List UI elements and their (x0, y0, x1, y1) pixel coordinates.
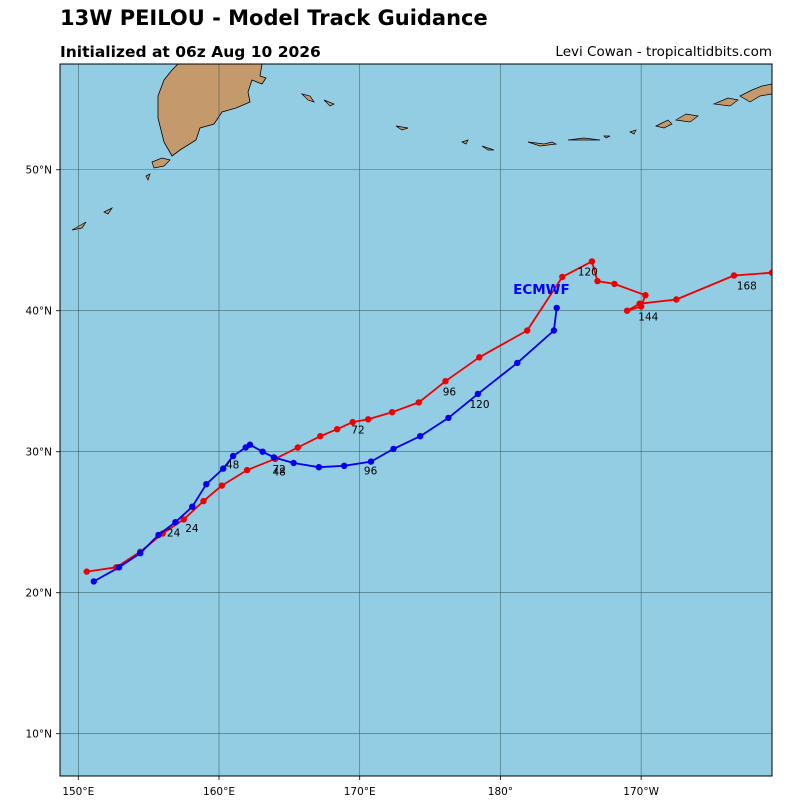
track-point (445, 414, 452, 422)
lon-tick-label: 180° (488, 786, 513, 798)
track-point (611, 280, 618, 288)
track-point (229, 452, 237, 460)
track-point (155, 531, 162, 539)
forecast-hour-label: 120 (578, 267, 598, 279)
track-point (243, 466, 251, 474)
track-point (259, 448, 266, 455)
track-point (390, 445, 397, 453)
ocean-background (60, 64, 772, 776)
track-point (200, 497, 207, 505)
graticule (60, 64, 772, 776)
forecast-hour-label: 48 (273, 467, 286, 479)
lon-tick-label: 150°E (62, 786, 94, 798)
track-point (83, 568, 90, 575)
track-point (559, 273, 566, 281)
lat-tick-label: 30°N (26, 447, 52, 459)
track-point (180, 516, 187, 523)
track-point (90, 578, 98, 585)
track-point (476, 354, 483, 361)
track-point (115, 564, 123, 571)
track-point (349, 418, 356, 426)
track-point (524, 327, 531, 334)
track-point (673, 296, 680, 303)
lat-tick-label: 10°N (26, 729, 52, 741)
track-point (550, 327, 558, 334)
track-point (553, 304, 560, 312)
track-point (341, 462, 348, 469)
forecast-hour-label: 24 (167, 527, 181, 539)
track-point (317, 433, 324, 440)
track-point (246, 441, 254, 448)
track-point (415, 399, 422, 406)
land-layer (71, 64, 772, 231)
ecmwf-model-label: ECMWF (513, 282, 570, 298)
track-point (203, 481, 210, 488)
forecast-hour-label: 72 (273, 464, 286, 476)
lon-tick-label: 160°E (203, 786, 235, 798)
init-time-subtitle: Initialized at 06z Aug 10 2026 (60, 43, 321, 61)
track-point (594, 277, 601, 285)
axis-ticks: 150°E 160°E 170°E 180° 170°W 10°N 20°N 30°N 40°N… (26, 165, 660, 798)
track-point (218, 482, 225, 489)
track-point (636, 300, 643, 307)
track-point (623, 307, 631, 314)
track-point (442, 378, 449, 385)
track-point (367, 458, 375, 465)
forecast-hour-label: 24 (185, 523, 199, 535)
track-point (388, 409, 396, 416)
forecast-hour-label: 120 (470, 399, 490, 411)
lon-tick-label: 170°W (623, 786, 659, 798)
track-point (172, 519, 179, 526)
track-point (642, 292, 649, 299)
lat-tick-label: 20°N (26, 588, 52, 600)
map-frame (59, 63, 773, 777)
forecast-hour-label: 144 (638, 312, 658, 324)
track-point (588, 258, 596, 265)
lon-tick-label: 170°E (344, 786, 376, 798)
forecast-hour-label: 48 (226, 460, 239, 472)
lat-tick-label: 40°N (26, 306, 52, 318)
track-point (768, 269, 772, 276)
track-point (474, 390, 482, 398)
forecast-hour-label: 168 (737, 281, 757, 293)
track-point (294, 444, 301, 451)
track-line (93, 307, 558, 583)
track-point (514, 359, 521, 367)
aleutian-islands (71, 83, 772, 231)
kamchatka-landmass (157, 64, 267, 157)
lat-tick-label: 50°N (26, 165, 52, 177)
credit-text: Levi Cowan - tropicaltidbits.com (555, 44, 772, 60)
forecast-hour-label: 96 (443, 386, 457, 398)
track-point (290, 459, 297, 467)
track-point (365, 416, 372, 423)
forecast-hour-label: 72 (351, 424, 364, 436)
track-point (189, 503, 196, 510)
track-point (220, 465, 227, 472)
track-point (334, 426, 341, 433)
track-point (270, 454, 278, 461)
forecast-hour-label: 96 (364, 465, 378, 477)
track-point (137, 550, 144, 557)
map-title: 13W PEILOU - Model Track Guidance (60, 6, 488, 30)
track-point (417, 433, 424, 440)
track-point (730, 272, 738, 279)
track-point (315, 464, 323, 471)
